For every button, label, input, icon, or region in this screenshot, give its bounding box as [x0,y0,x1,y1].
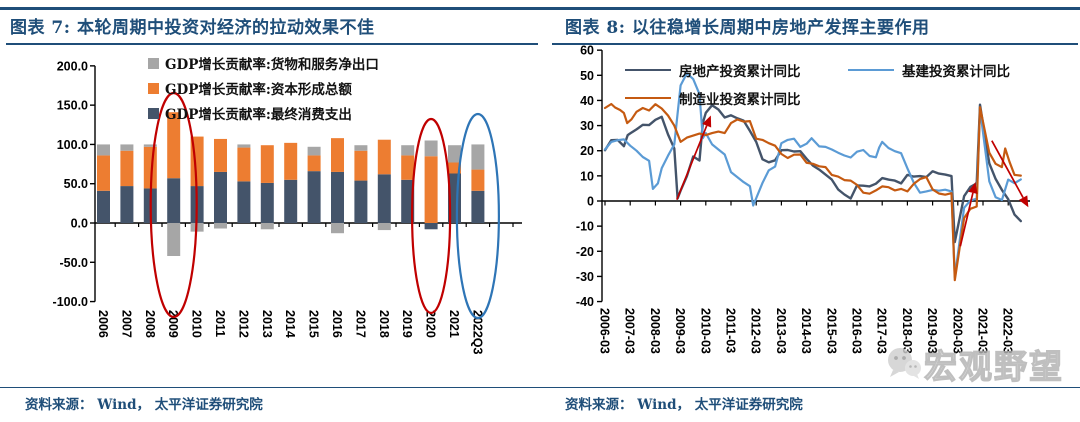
figure-7-title-underline [6,43,538,45]
svg-text:2007-03: 2007-03 [623,308,637,354]
svg-text:2020: 2020 [424,310,438,338]
svg-text:60: 60 [580,44,594,58]
svg-text:2016: 2016 [330,310,344,338]
svg-text:2012-03: 2012-03 [749,308,763,354]
svg-text:200.0: 200.0 [57,59,88,73]
figure-7-legend: GDP增长贡献率:货物和服务净出口 GDP增长贡献率:资本形成总额 GDP增长贡… [148,56,379,131]
svg-text:2007: 2007 [119,310,133,338]
svg-text:40: 40 [580,94,594,108]
legend-label: 制造业投资累计同比 [679,92,801,108]
svg-text:150.0: 150.0 [57,99,88,113]
figure-7-source: 资料来源： Wind， 太平洋证券研究院 [25,397,263,413]
gdp-contribution-stacked-bar-chart: 200.0 150.0 100.0 50.0 0.0 -50.0 -100.0 2006 200… [53,59,522,355]
legend-item-net-exports: GDP增长贡献率:货物和服务净出口 [148,56,379,73]
svg-text:2010: 2010 [190,310,204,338]
net-exports-swatch-icon [148,57,159,69]
svg-text:2008: 2008 [143,310,157,338]
svg-text:2015-03: 2015-03 [824,308,838,354]
legend-label: 基建投资累计同比 [902,64,1010,80]
svg-text:-50.0: -50.0 [60,256,89,270]
svg-text:2014: 2014 [283,310,297,338]
manufacturing-line-swatch-icon [625,96,671,100]
svg-text:-40: -40 [576,295,594,309]
svg-text:2022Q3: 2022Q3 [470,310,484,355]
legend-label: GDP增长贡献率:资本形成总额 [165,82,352,98]
svg-text:-10: -10 [576,220,594,234]
svg-text:2017-03: 2017-03 [875,308,889,354]
figure-8-title: 图表 8: 以往稳增长周期中房地产发挥主要作用 [565,18,930,38]
figure-7-title: 图表 7: 本轮周期中投资对经济的拉动效果不佳 [10,18,375,38]
svg-text:2014-03: 2014-03 [799,308,813,354]
capital-formation-swatch-icon [148,82,159,94]
svg-text:0.0: 0.0 [71,217,88,231]
consumption-swatch-icon [148,107,159,119]
svg-text:2011-03: 2011-03 [724,308,738,353]
svg-text:2006-03: 2006-03 [598,308,612,354]
svg-text:2016-03: 2016-03 [850,308,864,354]
svg-text:2013-03: 2013-03 [774,308,788,354]
svg-text:2021-03: 2021-03 [976,308,990,354]
legend-item-real-estate: 房地产投资累计同比 [625,62,801,80]
svg-text:2018: 2018 [377,310,391,338]
svg-text:-100.0: -100.0 [53,295,88,309]
svg-text:2017: 2017 [353,310,367,338]
legend-label: 房地产投资累计同比 [679,64,801,80]
svg-text:2019: 2019 [400,310,414,338]
svg-text:20: 20 [580,144,594,158]
legend-label: GDP增长贡献率:最终消费支出 [165,107,352,123]
legend-item-consumption: GDP增长贡献率:最终消费支出 [148,106,379,123]
legend-label: GDP增长贡献率:货物和服务净出口 [165,57,379,73]
svg-text:50: 50 [580,69,594,83]
svg-text:2020-03: 2020-03 [950,308,964,354]
investment-growth-line-chart: 60 50 40 30 20 10 0 -10 -20 -30 -40 2006-03 2007-03 2… [576,44,1030,354]
svg-text:2019-03: 2019-03 [925,308,939,354]
legend-item-manufacturing: 制造业投资累计同比 [625,90,801,108]
watermark-text: 宏观野望 [923,346,1064,386]
figure-8-source: 资料来源： Wind， 太平洋证券研究院 [565,397,803,413]
bottom-divider [0,387,1080,389]
svg-text:50.0: 50.0 [64,177,88,191]
svg-text:2012: 2012 [236,310,250,338]
figure-8-title-underline [552,43,1078,45]
svg-text:2013: 2013 [260,310,274,338]
svg-text:2022-03: 2022-03 [1001,308,1015,354]
real-estate-line-swatch-icon [625,68,671,72]
svg-text:2021: 2021 [447,310,461,338]
svg-text:2008-03: 2008-03 [648,308,662,354]
svg-text:0: 0 [587,195,594,209]
legend-item-infrastructure: 基建投资累计同比 [848,62,1010,80]
legend-item-capital-formation: GDP增长贡献率:资本形成总额 [148,81,379,98]
svg-text:100.0: 100.0 [57,138,88,152]
svg-text:30: 30 [580,119,594,133]
top-divider [0,7,1080,10]
svg-text:2015: 2015 [307,310,321,338]
infrastructure-line-swatch-icon [848,68,894,72]
svg-text:-20: -20 [576,245,594,259]
svg-text:2010-03: 2010-03 [698,308,712,354]
svg-text:2006: 2006 [96,310,110,338]
svg-text:-30: -30 [576,270,594,284]
svg-text:2011: 2011 [213,310,227,337]
watermark: 宏观野望 [884,340,1064,388]
svg-text:10: 10 [580,169,594,183]
svg-text:2018-03: 2018-03 [900,308,914,354]
wechat-bubble-icon [888,348,921,379]
svg-text:2009-03: 2009-03 [673,308,687,354]
